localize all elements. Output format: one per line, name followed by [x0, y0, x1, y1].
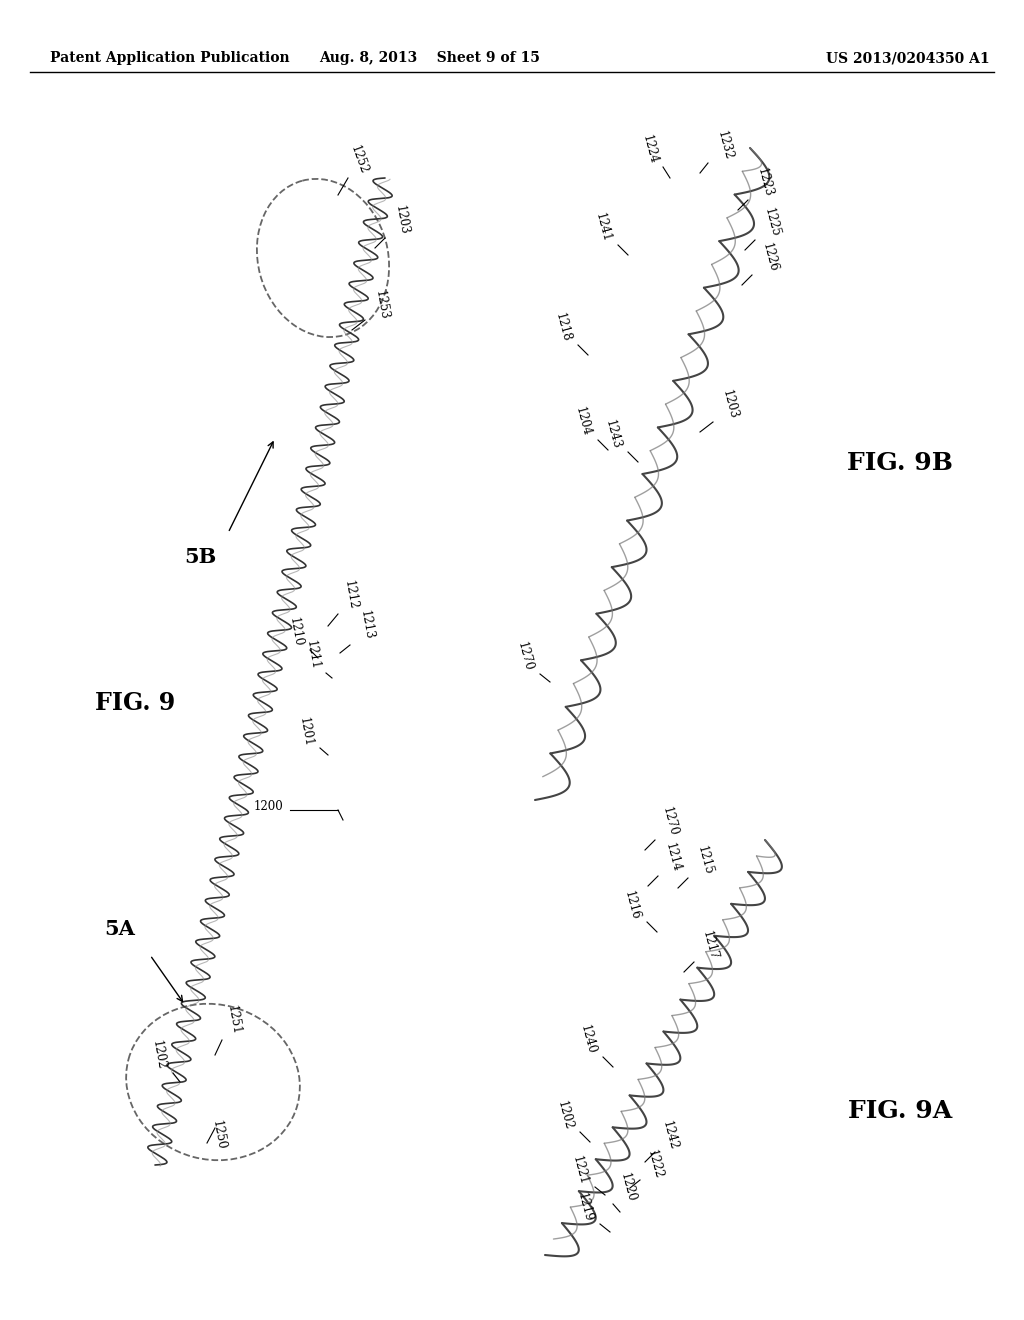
Text: 1253: 1253	[373, 289, 391, 321]
Text: 1203: 1203	[720, 389, 740, 421]
Text: 1251: 1251	[225, 1005, 243, 1036]
Text: 1214: 1214	[663, 841, 683, 873]
Text: 1202: 1202	[555, 1100, 575, 1131]
Text: 1220: 1220	[618, 1171, 638, 1203]
Text: 1213: 1213	[358, 610, 376, 642]
Text: 1212: 1212	[342, 579, 359, 611]
Text: 1219: 1219	[574, 1191, 595, 1224]
Text: FIG. 9B: FIG. 9B	[847, 451, 953, 475]
Text: 5B: 5B	[184, 546, 216, 568]
Text: 1202: 1202	[151, 1040, 168, 1071]
Text: FIG. 9A: FIG. 9A	[848, 1100, 952, 1123]
Text: 1240: 1240	[578, 1024, 598, 1056]
Text: 1200: 1200	[253, 800, 283, 813]
Text: 1224: 1224	[640, 133, 660, 165]
Text: 1226: 1226	[760, 242, 780, 273]
Text: 1270: 1270	[515, 642, 535, 673]
Text: FIG. 9: FIG. 9	[95, 690, 175, 715]
Text: 1201: 1201	[297, 717, 315, 748]
Text: 1204: 1204	[572, 405, 593, 438]
Text: 1243: 1243	[603, 418, 623, 451]
Text: Patent Application Publication: Patent Application Publication	[50, 51, 290, 65]
Text: 1252: 1252	[348, 144, 371, 176]
Text: US 2013/0204350 A1: US 2013/0204350 A1	[826, 51, 990, 65]
Text: 1221: 1221	[569, 1154, 590, 1185]
Text: 1241: 1241	[593, 211, 613, 243]
Text: 1250: 1250	[210, 1119, 228, 1151]
Text: 1242: 1242	[660, 1119, 680, 1151]
Text: 1216: 1216	[622, 888, 642, 921]
Text: Aug. 8, 2013    Sheet 9 of 15: Aug. 8, 2013 Sheet 9 of 15	[319, 51, 541, 65]
Text: 1211: 1211	[304, 640, 322, 671]
Text: 1215: 1215	[695, 843, 715, 876]
Text: 1222: 1222	[645, 1148, 666, 1180]
Text: 1232: 1232	[715, 129, 735, 161]
Text: 1210: 1210	[287, 616, 305, 648]
Text: 1225: 1225	[762, 206, 782, 238]
Text: 1217: 1217	[700, 929, 720, 961]
Text: 1270: 1270	[660, 807, 680, 838]
Text: 1218: 1218	[553, 312, 573, 343]
Text: 1223: 1223	[755, 166, 775, 198]
Text: 1203: 1203	[393, 205, 411, 236]
Text: 5A: 5A	[104, 919, 135, 939]
